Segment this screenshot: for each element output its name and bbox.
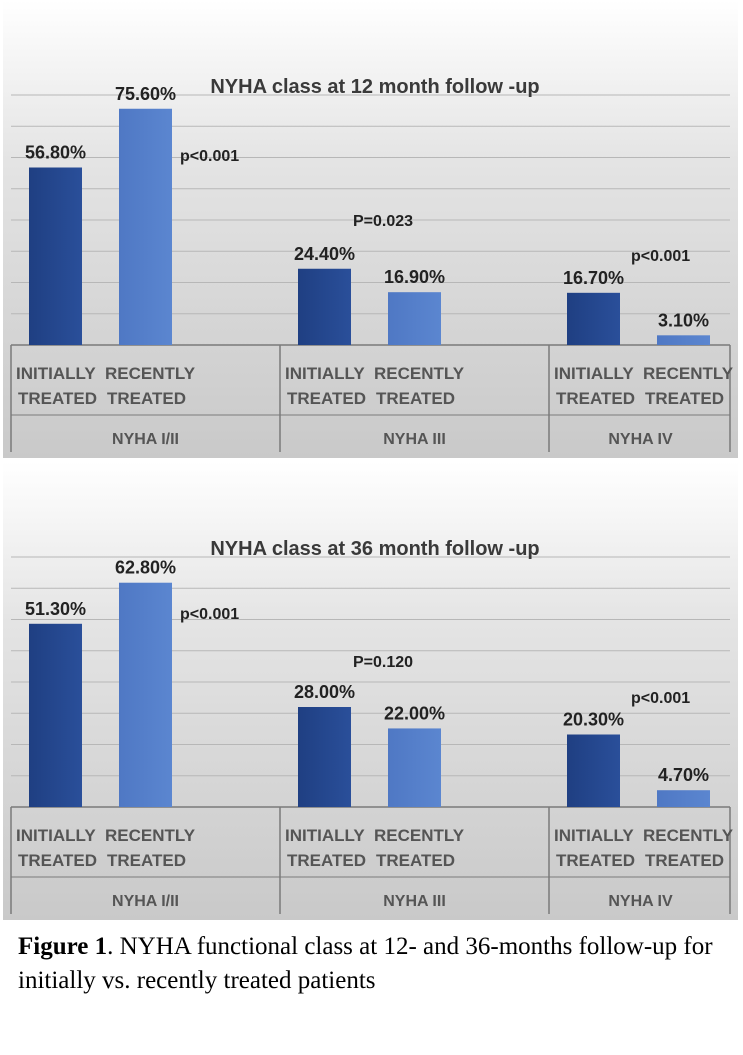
chart-title: NYHA class at 36 month follow -up — [210, 538, 539, 560]
chart-panel-12-month: NYHA class at 12 month follow -up 56.80% I… — [3, 0, 738, 458]
bar-nyha-iii-recently — [388, 728, 441, 807]
category-label: INITIALLY — [554, 364, 634, 383]
bar-nyha-iv-initially — [567, 734, 620, 807]
bar-value-label: 20.30% — [563, 710, 624, 730]
category-label: INITIALLY — [16, 364, 96, 383]
group-label: NYHA III — [383, 893, 446, 910]
p-value-label: p<0.001 — [180, 606, 239, 623]
category-label: INITIALLY — [285, 364, 365, 383]
category-label: TREATED — [645, 389, 724, 408]
category-label: TREATED — [287, 851, 366, 870]
figure-caption-label: Figure 1 — [18, 933, 108, 960]
category-label: TREATED — [287, 389, 366, 408]
bar-nyha-iv-recently — [657, 790, 710, 807]
bar-value-label: 28.00% — [294, 682, 355, 702]
category-label: TREATED — [18, 389, 97, 408]
bar-value-label: 4.70% — [658, 765, 709, 785]
chart-12-month: NYHA class at 12 month follow -up 56.80% I… — [3, 0, 738, 458]
category-label: INITIALLY — [16, 826, 96, 845]
figure-caption-text: . NYHA functional class at 12- and 36-mo… — [18, 933, 713, 994]
bar-nyha-i-ii-recently — [119, 108, 172, 345]
category-label: RECENTLY — [374, 364, 465, 383]
bar-nyha-i-ii-initially — [29, 167, 82, 345]
category-label: TREATED — [376, 851, 455, 870]
bar-value-label: 24.40% — [294, 244, 355, 264]
p-value-label: p<0.001 — [631, 690, 690, 707]
bar-value-label: 51.30% — [25, 599, 86, 619]
group-label: NYHA I/II — [112, 893, 179, 910]
bar-nyha-i-ii-initially — [29, 623, 82, 807]
category-label: TREATED — [556, 389, 635, 408]
p-value-label: P=0.023 — [353, 213, 413, 230]
bar-nyha-iii-initially — [298, 268, 351, 345]
bar-value-label: 22.00% — [384, 703, 445, 723]
group-label: NYHA IV — [608, 431, 673, 448]
category-label: TREATED — [18, 851, 97, 870]
figure-caption: Figure 1. NYHA functional class at 12- a… — [18, 930, 718, 998]
bar-value-label: 16.70% — [563, 268, 624, 288]
bar-nyha-iii-recently — [388, 292, 441, 345]
chart-title: NYHA class at 12 month follow -up — [210, 76, 539, 98]
category-label: INITIALLY — [554, 826, 634, 845]
category-label: RECENTLY — [374, 826, 465, 845]
category-label: TREATED — [107, 389, 186, 408]
p-value-label: p<0.001 — [180, 148, 239, 165]
p-value-label: p<0.001 — [631, 248, 690, 265]
category-label: RECENTLY — [643, 826, 734, 845]
bar-value-label: 62.80% — [115, 558, 176, 578]
category-label: RECENTLY — [105, 364, 196, 383]
category-label: RECENTLY — [643, 364, 734, 383]
category-label: TREATED — [556, 851, 635, 870]
bar-nyha-iii-initially — [298, 707, 351, 807]
category-label: TREATED — [645, 851, 724, 870]
chart-panel-36-month: NYHA class at 36 month follow -up 51.30% I… — [3, 462, 738, 920]
category-label: INITIALLY — [285, 826, 365, 845]
bar-nyha-iv-initially — [567, 292, 620, 345]
p-value-label: P=0.120 — [353, 654, 413, 671]
bar-value-label: 16.90% — [384, 267, 445, 287]
chart-36-month: NYHA class at 36 month follow -up 51.30% I… — [3, 462, 738, 920]
group-label: NYHA III — [383, 431, 446, 448]
bar-nyha-iv-recently — [657, 335, 710, 345]
bar-value-label: 75.60% — [115, 84, 176, 104]
bar-value-label: 56.80% — [25, 143, 86, 163]
group-label: NYHA I/II — [112, 431, 179, 448]
bar-value-label: 3.10% — [658, 310, 709, 330]
bar-nyha-i-ii-recently — [119, 582, 172, 807]
category-label: TREATED — [376, 389, 455, 408]
category-label: TREATED — [107, 851, 186, 870]
category-label: RECENTLY — [105, 826, 196, 845]
group-label: NYHA IV — [608, 893, 673, 910]
